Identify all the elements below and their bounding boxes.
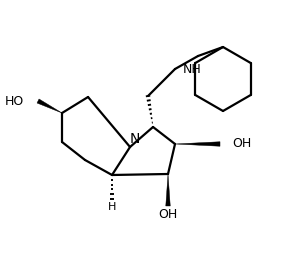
Polygon shape [37, 99, 62, 113]
Text: NH: NH [183, 62, 202, 75]
Text: N: N [130, 132, 140, 146]
Text: OH: OH [232, 137, 251, 151]
Text: H: H [108, 202, 116, 212]
Text: HO: HO [5, 94, 24, 107]
Text: OH: OH [158, 209, 178, 221]
Polygon shape [166, 174, 170, 206]
Polygon shape [175, 142, 220, 146]
